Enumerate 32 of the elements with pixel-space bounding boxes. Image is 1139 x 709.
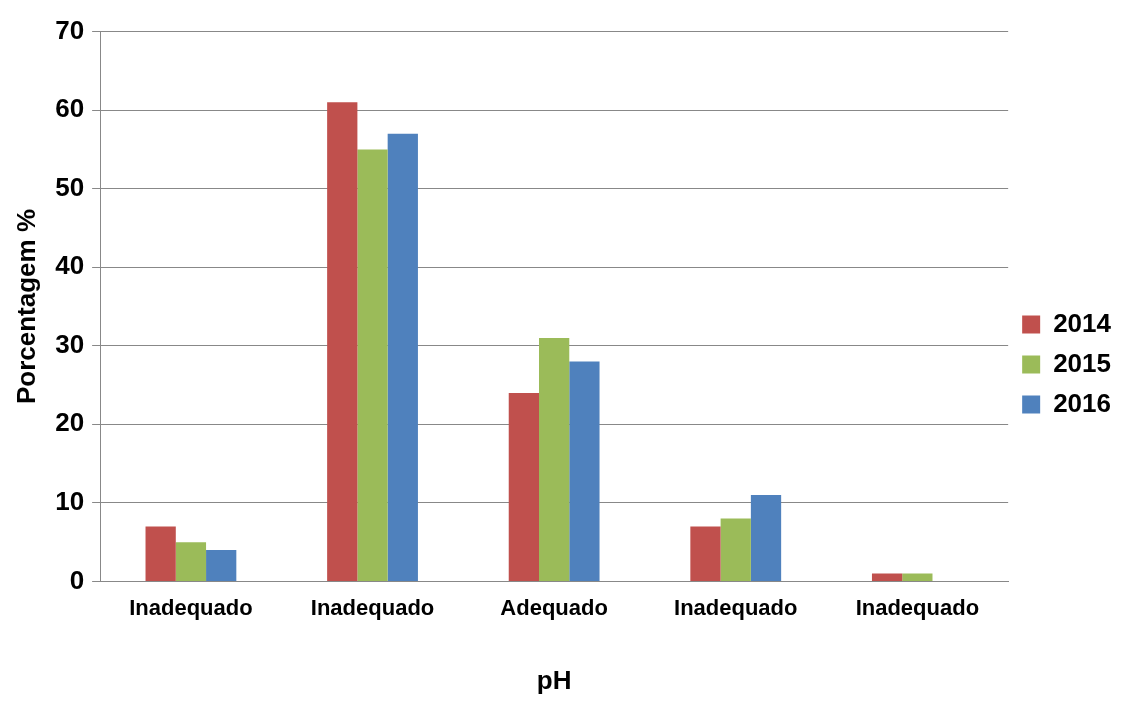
legend-label: 2014 — [1053, 307, 1112, 338]
x-tick-label: Inadequado — [310, 594, 435, 620]
bar — [902, 573, 933, 581]
bar — [508, 392, 540, 581]
x-tick-label: Inadequado — [674, 594, 798, 620]
bar — [871, 573, 903, 581]
y-tick-label: 30 — [55, 328, 85, 359]
legend-label: 2016 — [1053, 387, 1111, 418]
y-tick-label: 50 — [55, 171, 85, 202]
bar — [357, 149, 388, 581]
bar — [145, 526, 176, 581]
bar — [539, 337, 570, 581]
y-tick-label: 40 — [55, 250, 85, 281]
bar — [175, 542, 207, 581]
y-tick-label: 20 — [55, 407, 85, 438]
y-tick-label: 60 — [55, 93, 85, 124]
y-tick-label: 0 — [69, 564, 85, 595]
x-tick-label: Inadequado — [855, 594, 980, 620]
x-axis-title: pH — [536, 664, 572, 695]
legend-label: 2015 — [1053, 347, 1111, 378]
bar — [569, 361, 600, 581]
bar — [750, 495, 782, 581]
y-tick-label: 10 — [55, 486, 85, 517]
y-tick-label: 70 — [55, 14, 85, 45]
x-tick-label: Adequado — [500, 594, 608, 620]
bar — [720, 518, 751, 581]
bar — [206, 549, 237, 581]
x-tick-label: Inadequado — [129, 594, 253, 620]
bar — [387, 133, 418, 581]
bar — [327, 102, 358, 581]
y-axis-title: Porcentagem % — [10, 208, 41, 405]
bar — [690, 526, 721, 581]
